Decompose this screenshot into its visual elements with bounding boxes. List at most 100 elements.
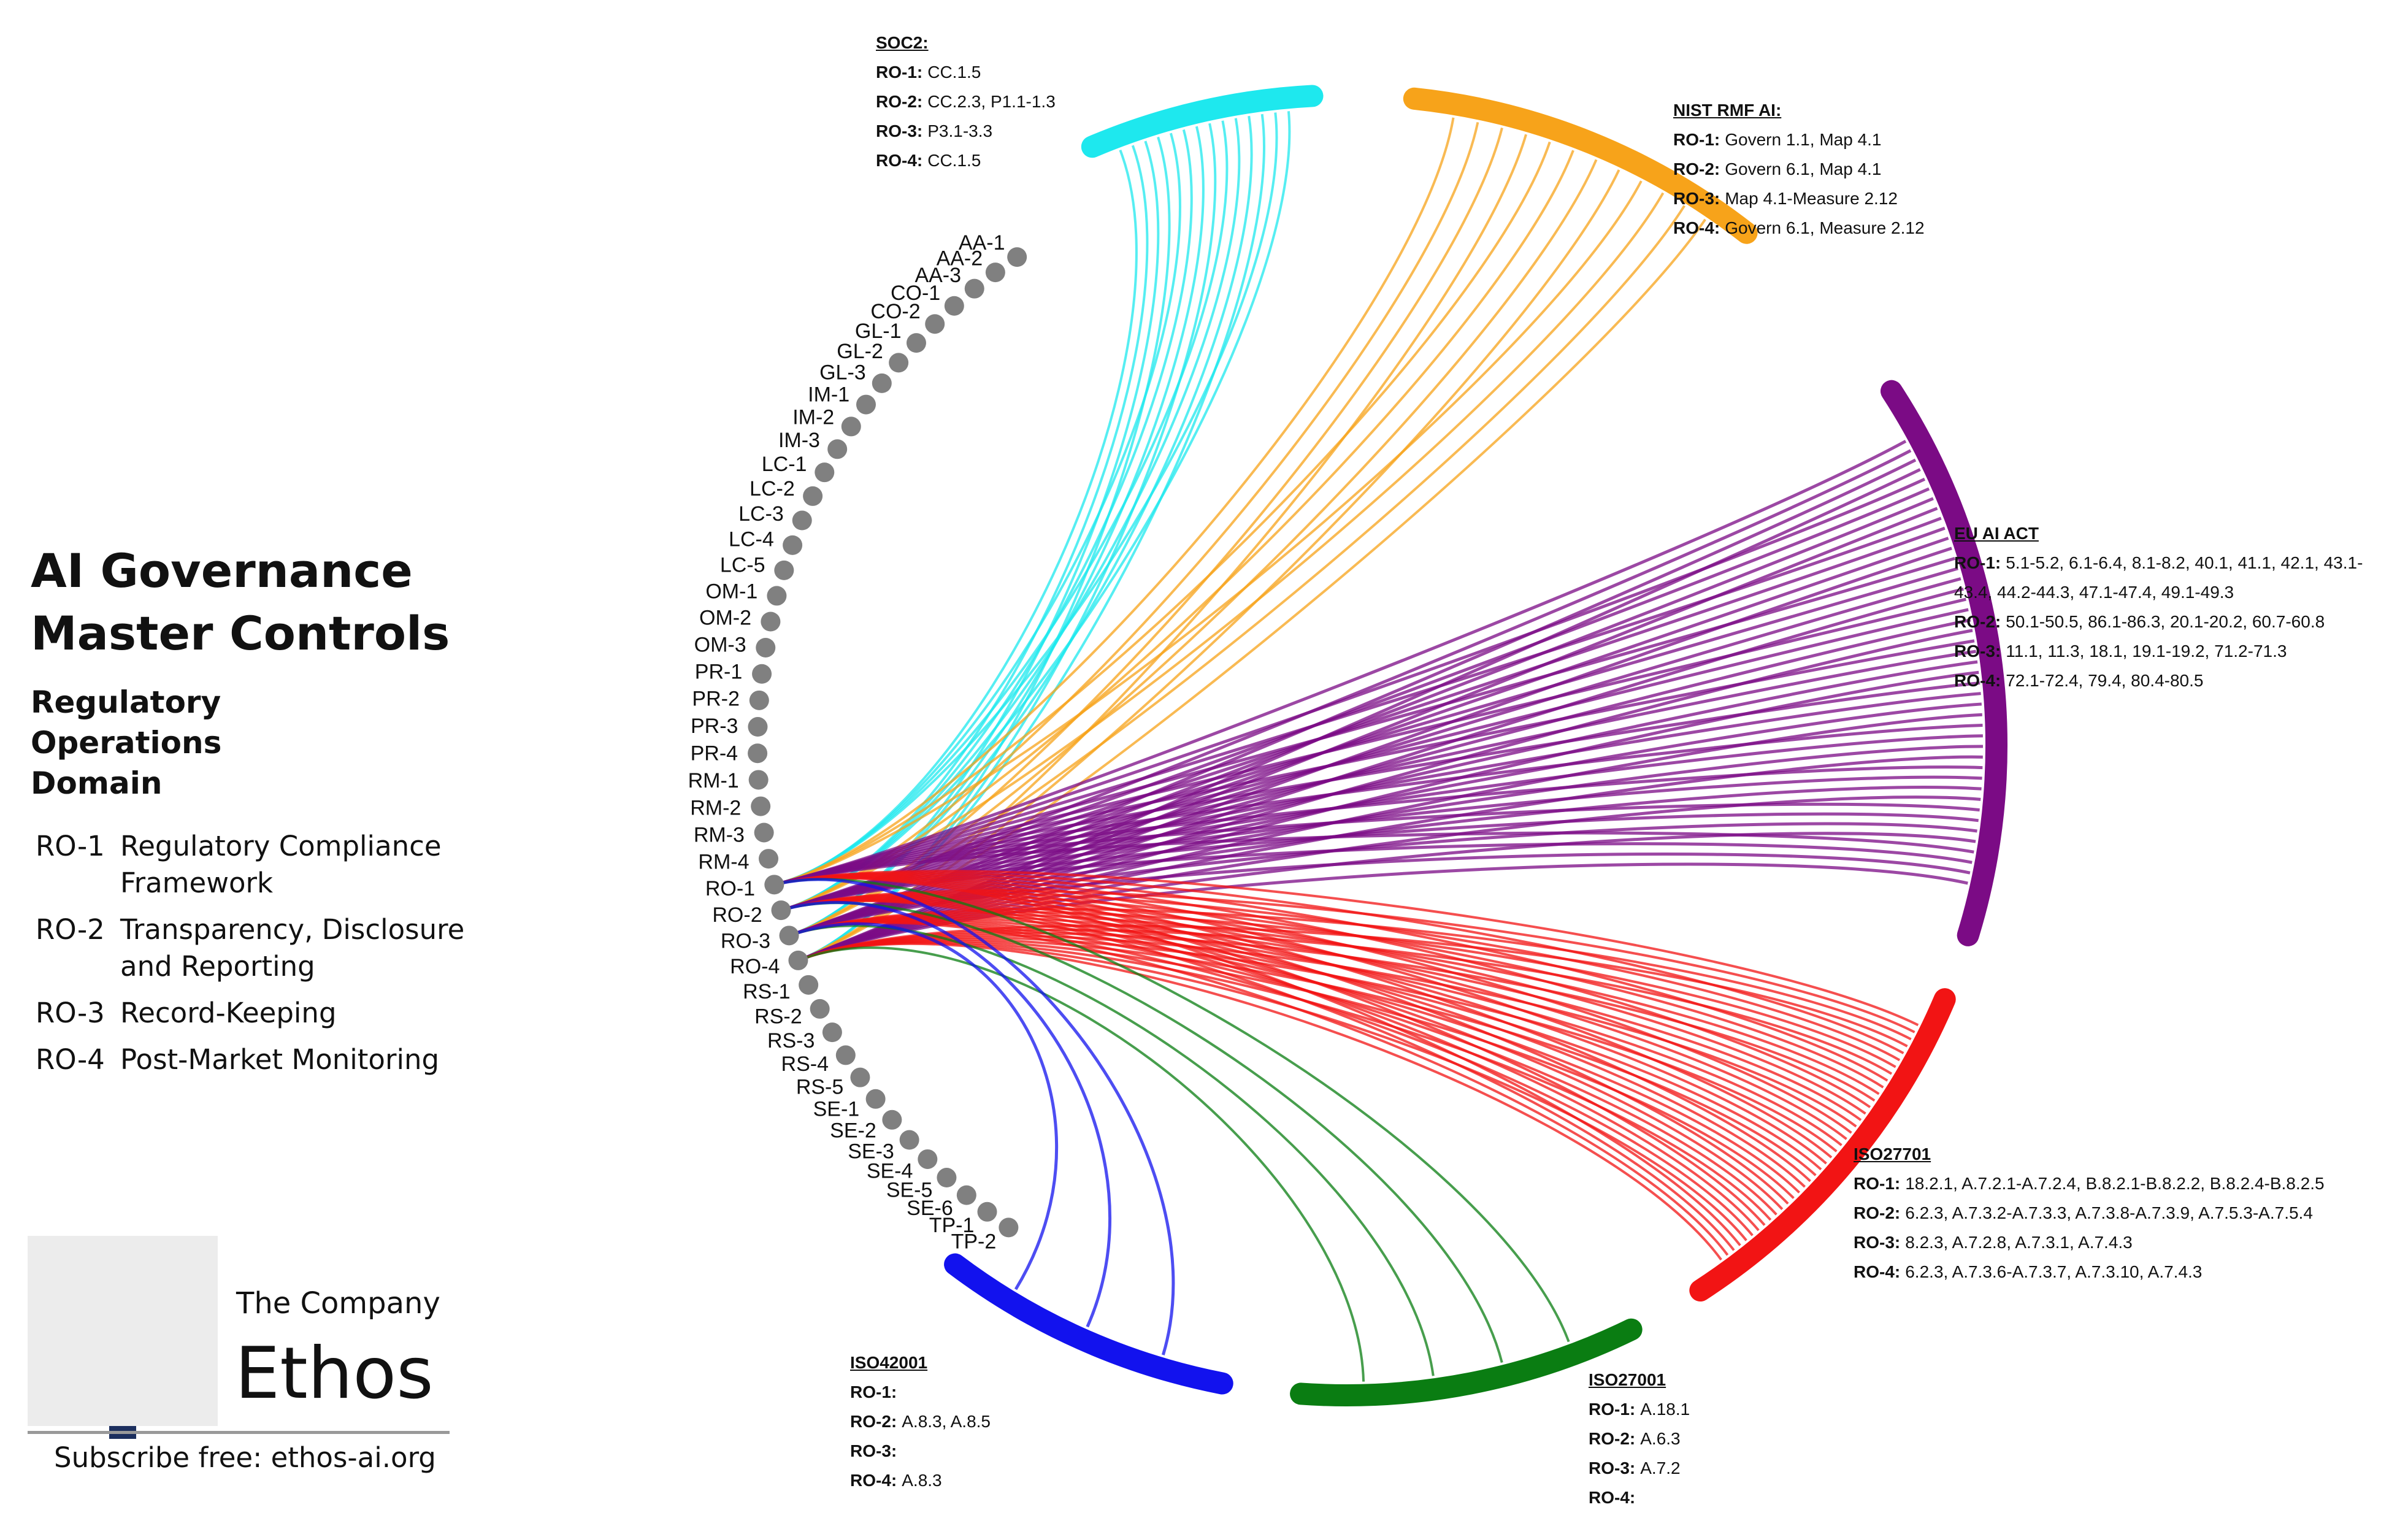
mapping-row: RO-4: (1589, 1488, 1636, 1507)
framework-block-iso42001: ISO42001 RO-1: RO-2: A.8.3, A.8.5 RO-3: R… (850, 1348, 991, 1495)
mapping-row: RO-2: A.6.3 (1589, 1429, 1681, 1448)
control-node-co-2 (925, 314, 945, 334)
arc-euai (1880, 380, 2007, 946)
chord-iso27701 (780, 899, 1735, 1251)
control-label-ro-1: RO-1 (705, 877, 755, 900)
control-node-pr-2 (749, 690, 769, 710)
mapping-row: RO-1: (850, 1382, 897, 1401)
control-node-lc-5 (774, 560, 794, 580)
mapping-row: RO-3: A.7.2 (1589, 1459, 1681, 1478)
control-label-om-1: OM-1 (705, 580, 757, 603)
control-node-pr-3 (748, 717, 768, 737)
chord-euai (788, 822, 1977, 937)
control-label-co-2: CO-2 (870, 300, 920, 323)
legend-code: RO-3 (36, 997, 105, 1029)
mapping-row: RO-4: A.8.3 (850, 1471, 942, 1490)
control-label-gl-3: GL-3 (819, 361, 866, 385)
chord-euai (773, 831, 1974, 886)
control-node-gl-2 (889, 353, 909, 373)
control-node-om-2 (761, 611, 781, 632)
chord-iso27001 (773, 878, 1570, 1343)
title-panel: AI Governance Master Controls Regulatory… (31, 540, 521, 1088)
brand-company: The Company (236, 1286, 440, 1321)
control-node-se-3 (899, 1130, 919, 1150)
control-node-rs-4 (835, 1045, 856, 1065)
control-node-rs-5 (850, 1067, 870, 1087)
arc-iso27701 (1689, 988, 1956, 1301)
mapping-row: RO-1: CC.1.5 (876, 63, 981, 82)
control-node-tp-1 (977, 1202, 997, 1222)
arc-iso27001 (1290, 1318, 1643, 1406)
control-node-rm-3 (754, 822, 774, 843)
subscribe-text[interactable]: Subscribe free: ethos-ai.org (54, 1441, 436, 1474)
control-label-se-6: SE-6 (907, 1197, 953, 1220)
control-label-lc-3: LC-3 (738, 502, 784, 526)
mapping-row: RO-3: 8.2.3, A.7.2.8, A.7.3.1, A.7.4.3 (1854, 1233, 2133, 1252)
control-node-ro-1 (764, 875, 784, 895)
control-node-pr-4 (748, 743, 768, 764)
chord-iso27701 (788, 907, 1912, 1041)
framework-title: SOC2: (876, 33, 929, 52)
control-node-se-4 (918, 1149, 938, 1169)
control-node-lc-1 (815, 462, 835, 483)
framework-title: ISO27701 (1854, 1144, 1931, 1163)
control-node-rs-1 (799, 975, 819, 995)
legend-row-ro-2: RO-2 Transparency, Disclosure and Report… (31, 911, 521, 985)
control-label-rm-4: RM-4 (698, 850, 749, 873)
framework-title: EU AI ACT (1954, 524, 2039, 543)
control-label-rm-2: RM-2 (690, 796, 741, 819)
chord-nist (773, 117, 1455, 886)
framework-title: NIST RMF AI: (1673, 101, 1782, 120)
control-label-pr-2: PR-2 (692, 688, 739, 711)
control-node-rm-2 (751, 796, 771, 816)
mapping-row: RO-4: CC.1.5 (876, 151, 981, 170)
control-label-rm-1: RM-1 (688, 769, 739, 792)
control-node-co-1 (944, 296, 964, 316)
chord-euai (773, 802, 1980, 886)
framework-block-iso27701: ISO27701 RO-1: 18.2.1, A.7.2.1-A.7.2.4, B… (1854, 1140, 2325, 1287)
mapping-row: RO-2: 6.2.3, A.7.3.2-A.7.3.3, A.7.3.8-A.7… (1854, 1203, 2313, 1222)
chord-euai (773, 477, 1926, 886)
control-label-se-4: SE-4 (867, 1160, 913, 1183)
control-label-lc-5: LC-5 (720, 554, 765, 577)
chord-euai (780, 842, 1973, 912)
legend-description: Post-Market Monitoring (120, 1043, 440, 1076)
control-label-se-3: SE-3 (848, 1140, 894, 1163)
mapping-row: RO-4: Govern 6.1, Measure 2.12 (1673, 218, 1925, 237)
control-label-rs-5: RS-5 (796, 1075, 843, 1098)
control-label-ro-4: RO-4 (730, 955, 780, 978)
chord-soc2 (773, 112, 1278, 886)
legend-description: Transparency, Disclosure and Reporting (120, 913, 465, 983)
chord-euai (797, 832, 1976, 962)
chord-soc2 (780, 118, 1241, 912)
control-node-im-3 (827, 439, 848, 459)
control-label-tp-2: TP-2 (951, 1230, 997, 1253)
control-label-lc-4: LC-4 (729, 527, 774, 551)
page-title: AI Governance Master Controls (31, 543, 450, 661)
mapping-row: RO-2: 50.1-50.5, 86.1-86.3, 20.1-20.2, 60… (1954, 612, 2325, 631)
control-label-rs-2: RS-2 (754, 1005, 802, 1028)
chord-iso27701 (788, 921, 1729, 1256)
control-label-se-2: SE-2 (830, 1119, 876, 1143)
legend-code: RO-4 (36, 1043, 105, 1076)
control-node-gl-1 (906, 333, 926, 353)
control-node-om-1 (767, 586, 787, 606)
chord-euai (773, 556, 1956, 886)
mapping-row: RO-1: 5.1-5.2, 6.1-6.4, 8.1-8.2, 40.1, 41… (1954, 553, 2363, 602)
control-node-se-5 (937, 1168, 957, 1188)
mapping-row: RO-3: 11.1, 11.3, 18.1, 19.1-19.2, 71.2-7… (1954, 642, 2287, 661)
control-node-se-2 (882, 1110, 902, 1130)
control-label-aa-2: AA-2 (937, 247, 983, 270)
control-node-se-6 (956, 1185, 976, 1205)
chord-nist (773, 180, 1643, 886)
control-node-im-2 (841, 416, 861, 437)
legend-code: RO-1 (36, 830, 105, 862)
chord-nist (773, 141, 1551, 886)
control-node-ro-4 (788, 950, 808, 970)
control-node-om-3 (756, 637, 776, 657)
chord-iso27701 (773, 876, 1741, 1246)
control-node-ro-2 (771, 900, 791, 921)
control-label-tp-1: TP-1 (929, 1214, 975, 1237)
framework-block-nist: NIST RMF AI: RO-1: Govern 1.1, Map 4.1 RO… (1673, 96, 1925, 243)
